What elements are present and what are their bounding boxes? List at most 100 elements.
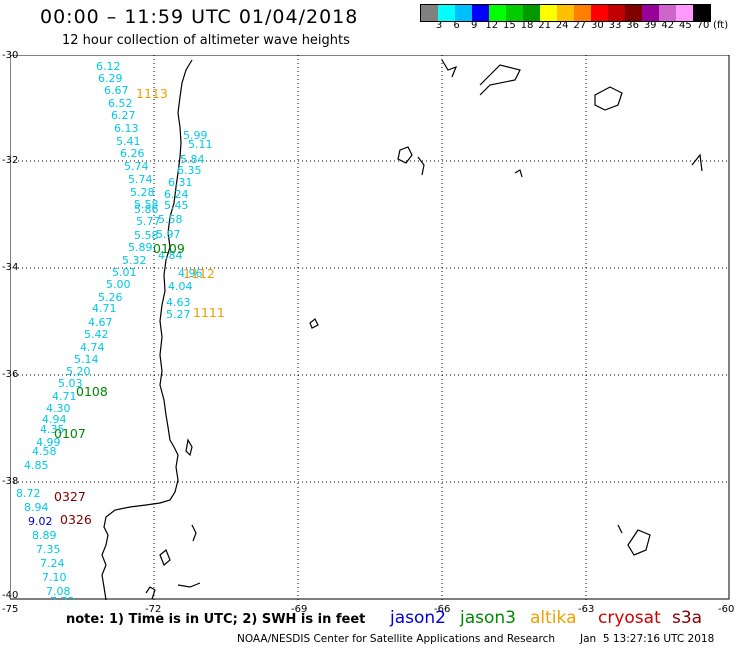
wave-height-label: 5.45 — [164, 199, 189, 212]
wave-height-label: 4.35 — [40, 423, 65, 436]
wave-height-label: 4.30 — [46, 402, 71, 415]
altimeter-labels: 6.126.296.676.526.276.135.416.265.745.74… — [16, 60, 225, 600]
color-scale-label: 42 — [661, 20, 675, 31]
wave-height-label: 5.58 — [134, 198, 159, 211]
wave-height-label: 4.04 — [168, 280, 193, 293]
wave-height-label: 4.58 — [32, 445, 57, 458]
color-scale-swatch — [625, 5, 642, 21]
lon-label-63: -63 — [578, 604, 595, 615]
wave-height-label: 5.84 — [180, 153, 205, 166]
lat-label-38: -38 — [2, 476, 19, 487]
wave-height-label: 6.52 — [108, 97, 133, 110]
color-scale-label: 30 — [591, 20, 604, 31]
color-scale-swatch — [472, 5, 489, 21]
pass-time-label: 1111 — [193, 305, 225, 320]
credit-text: NOAA/NESDIS Center for Satellite Applica… — [237, 633, 555, 645]
wave-height-label: 5.26 — [98, 291, 123, 304]
wave-height-label: 6.31 — [168, 176, 193, 189]
wave-height-label: 5.32 — [122, 254, 147, 267]
pass-time-label: 1113 — [136, 86, 168, 101]
wave-height-label: 5.74 — [124, 160, 149, 173]
lat-label-30: -30 — [2, 50, 19, 61]
wave-height-label: 4.94 — [42, 413, 67, 426]
wave-height-label: 5.11 — [188, 138, 213, 151]
color-scale-label: (ft) — [713, 20, 729, 31]
wave-height-label: 5.89 — [128, 241, 153, 254]
wave-height-label: 4.85 — [24, 459, 49, 472]
color-scale-swatch — [608, 5, 625, 21]
color-scale-swatch — [676, 5, 693, 21]
lat-label-32: -32 — [2, 155, 19, 166]
pass-time-label: 0327 — [54, 489, 86, 504]
wave-height-label: 8.72 — [16, 487, 41, 500]
wave-height-label: 4.67 — [88, 316, 113, 329]
map-frame — [10, 55, 730, 600]
pass-time-label: 0109 — [153, 241, 185, 256]
color-scale-label: 36 — [626, 20, 639, 31]
legend-cryosat: cryosat — [598, 608, 661, 628]
wave-height-map: 6.126.296.676.526.276.135.416.265.745.74… — [10, 55, 730, 600]
color-scale-swatch — [557, 5, 574, 21]
color-scale-label: 27 — [573, 20, 587, 31]
wave-height-label: 7.24 — [40, 557, 65, 570]
color-scale-label: 12 — [485, 20, 499, 31]
lon-label-66: -66 — [434, 604, 451, 615]
wave-height-label: 5.74 — [128, 173, 153, 186]
color-scale-label: 70 — [696, 20, 710, 31]
wave-height-label: 8.94 — [24, 501, 49, 514]
lon-label-72: -72 — [145, 604, 162, 615]
wave-height-label: 4.84 — [158, 249, 183, 262]
color-scale-labels: 3 6 9 12 15 18 21 24 27 30 33 36 39 42 45 70 (ft) — [420, 20, 730, 34]
wave-height-label: 5.99 — [183, 129, 208, 142]
pass-time-label: 0107 — [54, 426, 86, 441]
color-scale-swatch — [455, 5, 472, 21]
wave-height-label: 5.58 — [158, 213, 183, 226]
color-scale-swatch — [523, 5, 540, 21]
color-scale-swatch — [421, 5, 438, 21]
wave-height-label: 5.86 — [134, 203, 159, 216]
legend-jason2: jason2 — [390, 608, 446, 628]
color-scale-label: 9 — [471, 20, 478, 31]
wave-height-label: 5.58 — [134, 229, 159, 242]
color-scale-label: 39 — [643, 20, 657, 31]
wave-height-label: 6.35 — [177, 164, 202, 177]
wave-height-label: 5.20 — [66, 365, 91, 378]
color-scale-bar — [420, 4, 711, 22]
color-scale-label: 24 — [555, 20, 569, 31]
lon-label-75: -75 — [2, 604, 19, 615]
wave-height-label: 5.42 — [84, 328, 109, 341]
wave-height-label: 6.13 — [114, 122, 139, 135]
color-scale-label: 3 — [435, 20, 443, 31]
wave-height-label: 5.41 — [116, 135, 141, 148]
color-scale-label: 15 — [503, 20, 516, 31]
color-scale-label: 45 — [679, 20, 692, 31]
legend-jason3: jason3 — [460, 608, 516, 628]
wave-height-label: 7.73 — [50, 595, 75, 600]
wave-height-label: 5.14 — [74, 353, 99, 366]
color-scale-swatch — [438, 5, 455, 21]
lat-label-34: -34 — [2, 262, 19, 273]
color-scale-swatch — [693, 5, 710, 21]
color-scale-swatch — [591, 5, 608, 21]
color-scale-swatch — [659, 5, 676, 21]
legend-s3a: s3a — [672, 608, 703, 628]
wave-height-label: 7.10 — [42, 571, 67, 584]
wave-height-label: 6.67 — [104, 84, 129, 97]
color-scale-label: 18 — [520, 20, 534, 31]
wave-height-label: 7.35 — [36, 543, 61, 556]
lat-label-40: -40 — [2, 590, 19, 601]
wave-height-label: 4.96 — [178, 267, 203, 280]
wave-height-label: 5.27 — [166, 308, 191, 321]
pass-time-label: 0108 — [76, 384, 108, 399]
wave-height-label: 5.97 — [156, 228, 181, 241]
pass-time-label: 1112 — [183, 266, 215, 281]
color-scale-swatch — [489, 5, 506, 21]
wave-height-label: 8.89 — [32, 529, 57, 542]
color-scale-label: 33 — [608, 20, 622, 31]
color-scale-swatch — [574, 5, 591, 21]
wave-height-label: 6.27 — [111, 109, 136, 122]
map-title: 00:00 – 11:59 UTC 01/04/2018 — [40, 6, 359, 28]
wave-height-label: 5.28 — [130, 186, 155, 199]
wave-height-label: 5.01 — [112, 266, 137, 279]
wave-height-label: 4.71 — [52, 390, 77, 403]
